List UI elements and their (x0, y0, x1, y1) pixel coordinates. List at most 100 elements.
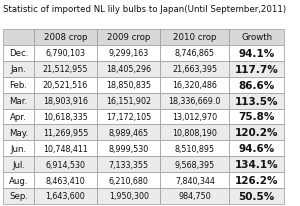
Text: 9,299,163: 9,299,163 (109, 49, 149, 58)
Text: 18,850,835: 18,850,835 (106, 81, 151, 90)
Bar (97, 157, 160, 172)
Text: 21,512,955: 21,512,955 (43, 65, 88, 74)
Text: 1,643,600: 1,643,600 (46, 192, 85, 200)
Text: Feb.: Feb. (9, 81, 27, 90)
Text: 50.5%: 50.5% (238, 191, 275, 201)
Text: Jun.: Jun. (11, 144, 26, 153)
Text: 113.5%: 113.5% (235, 96, 278, 106)
Bar (230, 109, 284, 125)
Bar (230, 125, 284, 141)
Bar (230, 62, 284, 77)
Text: Dec.: Dec. (9, 49, 28, 58)
Text: 86.6%: 86.6% (238, 80, 275, 90)
Text: Jul.: Jul. (12, 160, 25, 169)
Text: 18,903,916: 18,903,916 (43, 97, 88, 105)
Text: 8,746,865: 8,746,865 (175, 49, 215, 58)
Text: 2008 crop: 2008 crop (44, 33, 87, 42)
Text: 18,336,669.0: 18,336,669.0 (169, 97, 221, 105)
Text: 17,172,105: 17,172,105 (106, 112, 151, 121)
Bar (34, 46, 97, 62)
Bar (230, 188, 284, 204)
Text: Growth: Growth (241, 33, 272, 42)
Text: 120.2%: 120.2% (235, 128, 278, 138)
Bar (160, 172, 230, 188)
Text: 2009 crop: 2009 crop (107, 33, 150, 42)
Bar (160, 93, 230, 109)
Text: May.: May. (9, 128, 28, 137)
Bar (230, 141, 284, 157)
Text: 75.8%: 75.8% (238, 112, 275, 122)
Text: 94.6%: 94.6% (238, 144, 275, 153)
Text: Apr.: Apr. (10, 112, 27, 121)
Bar (3, 77, 34, 93)
Bar (230, 30, 284, 46)
Text: 117.7%: 117.7% (235, 64, 278, 74)
Text: 16,320,486: 16,320,486 (172, 81, 217, 90)
Bar (97, 77, 160, 93)
Text: Statistic of imported NL lily bulbs to Japan(Until September,2011): Statistic of imported NL lily bulbs to J… (3, 5, 286, 14)
Bar (3, 157, 34, 172)
Bar (97, 109, 160, 125)
Bar (160, 77, 230, 93)
Bar (34, 157, 97, 172)
Bar (34, 30, 97, 46)
Text: Aug.: Aug. (9, 176, 28, 185)
Bar (160, 109, 230, 125)
Text: 7,133,355: 7,133,355 (109, 160, 149, 169)
Bar (160, 188, 230, 204)
Text: 2010 crop: 2010 crop (173, 33, 217, 42)
Text: 10,808,190: 10,808,190 (172, 128, 217, 137)
Text: 11,269,955: 11,269,955 (43, 128, 88, 137)
Bar (3, 188, 34, 204)
Bar (97, 93, 160, 109)
Bar (34, 188, 97, 204)
Text: Sep.: Sep. (9, 192, 28, 200)
Bar (160, 30, 230, 46)
Text: Mar.: Mar. (9, 97, 28, 105)
Text: 21,663,395: 21,663,395 (172, 65, 218, 74)
Text: 8,463,410: 8,463,410 (46, 176, 85, 185)
Bar (34, 141, 97, 157)
Text: 6,790,103: 6,790,103 (46, 49, 86, 58)
Bar (3, 172, 34, 188)
Bar (97, 125, 160, 141)
Bar (230, 172, 284, 188)
Bar (230, 157, 284, 172)
Text: 8,989,465: 8,989,465 (109, 128, 149, 137)
Bar (97, 141, 160, 157)
Bar (34, 172, 97, 188)
Bar (160, 157, 230, 172)
Bar (160, 62, 230, 77)
Bar (160, 141, 230, 157)
Text: 6,210,680: 6,210,680 (109, 176, 148, 185)
Text: 134.1%: 134.1% (235, 159, 278, 169)
Bar (97, 62, 160, 77)
Bar (3, 46, 34, 62)
Text: 94.1%: 94.1% (238, 49, 275, 59)
Bar (3, 93, 34, 109)
Text: 8,510,895: 8,510,895 (175, 144, 215, 153)
Text: 10,748,411: 10,748,411 (43, 144, 88, 153)
Bar (34, 77, 97, 93)
Bar (34, 109, 97, 125)
Bar (160, 46, 230, 62)
Text: 8,999,530: 8,999,530 (109, 144, 149, 153)
Bar (97, 172, 160, 188)
Bar (97, 30, 160, 46)
Text: Jan.: Jan. (11, 65, 26, 74)
Text: 7,840,344: 7,840,344 (175, 176, 215, 185)
Bar (160, 125, 230, 141)
Bar (230, 46, 284, 62)
Bar (97, 188, 160, 204)
Bar (34, 93, 97, 109)
Text: 9,568,395: 9,568,395 (175, 160, 215, 169)
Bar (230, 93, 284, 109)
Bar (3, 62, 34, 77)
Bar (3, 109, 34, 125)
Text: 13,012,970: 13,012,970 (172, 112, 218, 121)
Text: 18,405,296: 18,405,296 (106, 65, 151, 74)
Text: 16,151,902: 16,151,902 (106, 97, 151, 105)
Text: 126.2%: 126.2% (235, 175, 278, 185)
Text: 1,950,300: 1,950,300 (109, 192, 149, 200)
Bar (3, 141, 34, 157)
